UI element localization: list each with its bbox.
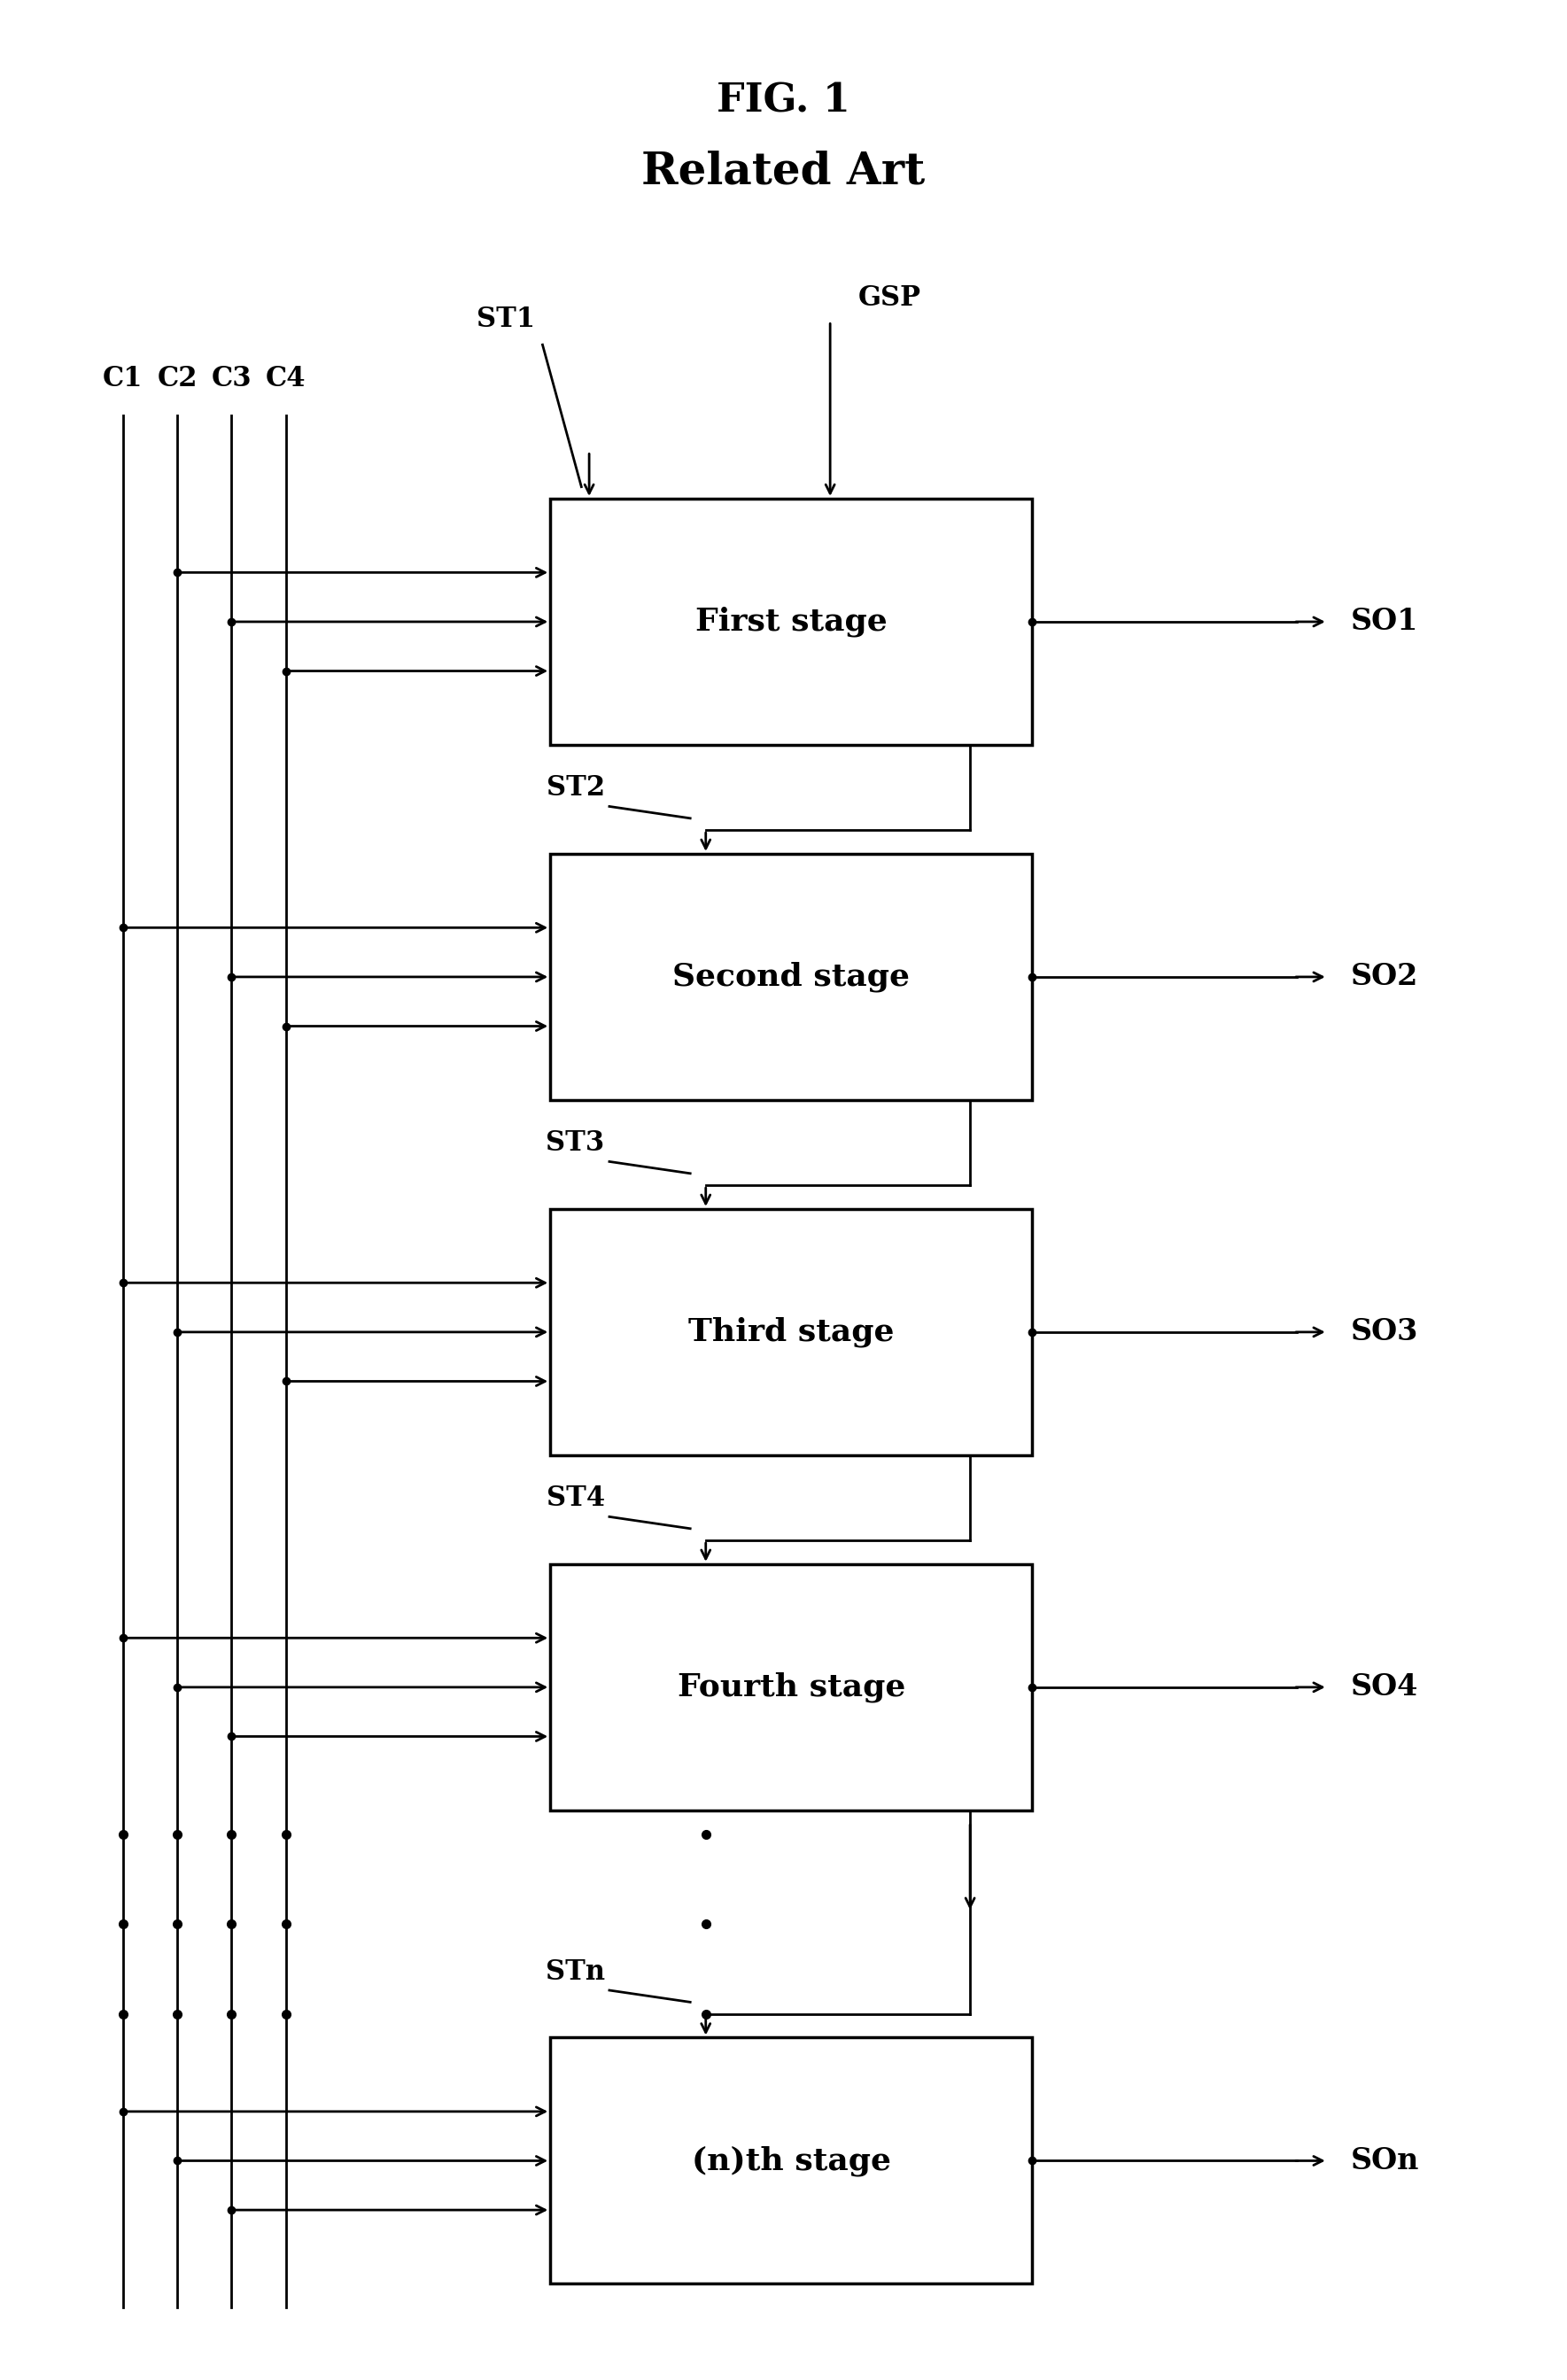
- Text: Second stage: Second stage: [672, 962, 910, 992]
- Text: Related Art: Related Art: [641, 150, 926, 193]
- Text: (n)th stage: (n)th stage: [691, 2144, 892, 2175]
- Text: SO4: SO4: [1351, 1673, 1418, 1702]
- Text: SO2: SO2: [1351, 962, 1418, 992]
- Text: C3: C3: [212, 364, 252, 393]
- Bar: [550, 2037, 1033, 2285]
- Text: SO1: SO1: [1351, 607, 1418, 635]
- Text: C1: C1: [103, 364, 143, 393]
- Text: ST4: ST4: [547, 1485, 605, 1511]
- Text: SO3: SO3: [1351, 1319, 1418, 1347]
- Text: Third stage: Third stage: [688, 1316, 895, 1347]
- Text: STn: STn: [545, 1959, 605, 1985]
- Text: ST1: ST1: [476, 305, 534, 333]
- Text: GSP: GSP: [859, 283, 921, 312]
- Text: ST3: ST3: [545, 1130, 605, 1157]
- Bar: [550, 1564, 1033, 1811]
- Bar: [550, 500, 1033, 745]
- Text: ST2: ST2: [547, 774, 605, 802]
- Text: C2: C2: [157, 364, 197, 393]
- Text: SOn: SOn: [1351, 2147, 1420, 2175]
- Text: FIG. 1: FIG. 1: [716, 81, 851, 119]
- Text: C4: C4: [266, 364, 306, 393]
- Text: First stage: First stage: [696, 607, 887, 638]
- Text: Fourth stage: Fourth stage: [677, 1671, 906, 1702]
- Bar: [550, 1209, 1033, 1454]
- Bar: [550, 854, 1033, 1100]
